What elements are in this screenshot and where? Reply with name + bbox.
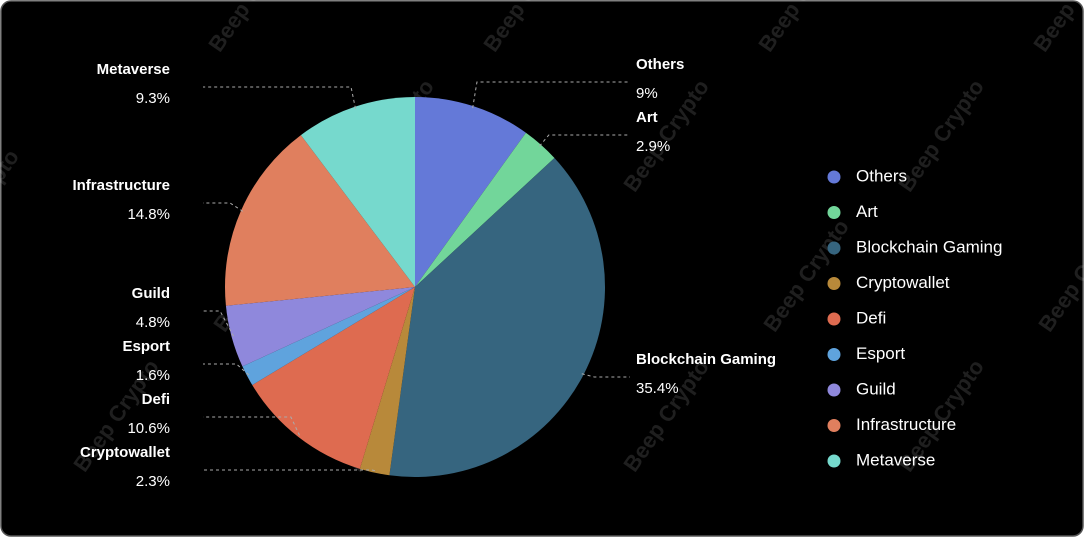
slice-label: Guild [132,285,170,302]
legend-label: Guild [856,379,896,398]
legend-label: Blockchain Gaming [856,237,1002,256]
slice-label: Defi [142,391,170,408]
leader-line [539,134,630,147]
slice-label: Others [636,56,684,73]
legend-marker [827,348,841,361]
legend-label: Metaverse [856,450,935,469]
leader-line [203,469,376,472]
legend-marker [827,419,841,432]
slice-label: Blockchain Gaming [636,351,776,368]
pie-slice [415,97,526,287]
legend-marker [827,383,841,397]
legend-label: Esport [856,344,905,363]
leader-line [203,363,250,376]
slice-value-label: 10.6% [127,420,170,437]
pie-slice [415,132,555,287]
slice-label: Metaverse [97,61,170,78]
slice-value-label: 4.8% [136,314,170,331]
slice-value-label: 2.3% [136,473,170,490]
slice-value-label: 9% [636,85,658,102]
slice-label: Art [636,109,658,126]
legend-label: Others [856,166,907,185]
pie-slice [389,157,605,477]
slice-value-label: 9.3% [136,90,170,107]
legend-marker [827,312,841,326]
pie-slice [242,287,415,386]
legend-marker [827,277,841,290]
pie-slice [225,287,415,367]
leader-line [203,416,300,436]
legend-marker [827,454,841,468]
slice-value-label: 2.9% [636,138,670,155]
legend-label: Infrastructure [856,415,956,434]
slice-value-label: 35.4% [636,380,679,397]
legend-label: Defi [856,308,886,327]
pie-slice [359,287,415,476]
leader-line [203,86,356,109]
legend-label: Cryptowallet [856,273,950,292]
legend-marker [827,206,841,219]
slice-label: Esport [122,338,170,355]
legend-marker [827,241,841,255]
slice-value-label: 1.6% [136,367,170,384]
legend-marker [827,170,841,184]
pie-slice [300,97,415,287]
leader-line [581,373,630,378]
legend-label: Art [856,202,878,221]
leader-line [472,81,630,109]
pie-slice [252,287,415,469]
slice-label: Infrastructure [72,177,170,194]
pie-slice [225,135,415,306]
slice-value-label: 14.8% [127,206,170,223]
slice-label: Cryptowallet [80,444,170,461]
